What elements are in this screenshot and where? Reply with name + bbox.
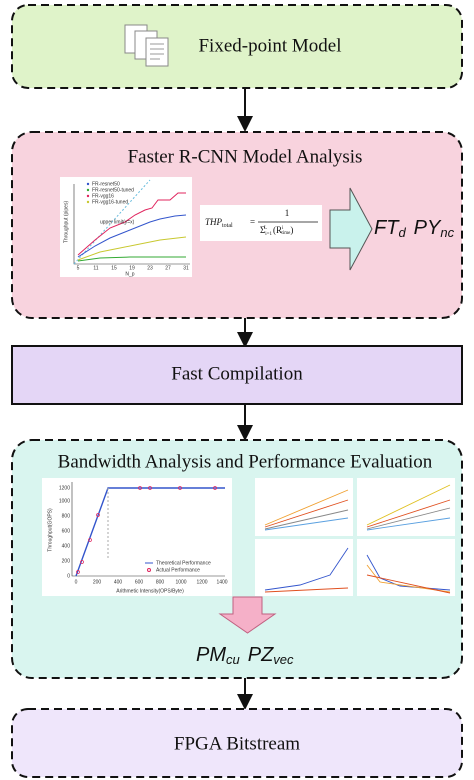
output: PMcu PZvec (196, 644, 294, 667)
x-axis-label: N_p (125, 271, 134, 277)
step-box (11, 345, 463, 405)
x-axis-label: Arithmetic Intensity(OPS/Byte) (116, 588, 184, 594)
x-tick-label: 1200 (196, 579, 207, 585)
x-tick-label: 27 (165, 265, 171, 271)
x-tick-label: 400 (114, 579, 123, 585)
step-title: Fixed-point Model (198, 35, 341, 56)
plot-bg (42, 478, 232, 596)
output-main: PY (414, 217, 442, 239)
y-tick-label: 200 (62, 558, 71, 564)
x-tick-label: 600 (135, 579, 144, 585)
formula-bg (200, 205, 322, 241)
plot: FR-resnet50 FR-resnet50-tuned FR-vgg16 F… (60, 177, 192, 277)
big-arrow (329, 187, 373, 271)
small-plots (255, 478, 455, 596)
step-title: Faster R-CNN Model Analysis (128, 146, 363, 167)
x-tick-label: 31 (183, 265, 189, 271)
output-sub: nc (440, 225, 454, 240)
x-tick-label: 15 (111, 265, 117, 271)
y-axis-label: Throughput(GOPS) (47, 508, 53, 552)
output-main: PZ (248, 644, 274, 666)
x-tick-label: 5 (77, 265, 80, 271)
x-tick-label: 1400 (216, 579, 227, 585)
legend-label: FR-vgg16-tuned (92, 199, 128, 205)
formula-denominator: Σi=1L (Ri time) (260, 225, 293, 237)
formula-lhs: THPtotal (205, 217, 233, 229)
formula-part: ) (290, 225, 293, 235)
x-tick-label: 0 (75, 579, 78, 585)
output-main: PM (196, 644, 226, 666)
step-title: Fast Compilation (171, 363, 303, 384)
roofline-plot: Throughput(GOPS) Arithmetic Intensity(OP… (42, 478, 232, 596)
formula: THPtotal = 1 Σi=1L (Ri time) (200, 205, 322, 241)
x-tick-label: 19 (129, 265, 135, 271)
formula-numerator: 1 (285, 208, 290, 218)
x-tick-label: 11 (93, 265, 98, 271)
formula-part: i=1 (265, 232, 272, 237)
output-sub: cu (226, 652, 240, 667)
output-main: FT (374, 217, 400, 239)
legend-label: Actual Performance (156, 567, 200, 573)
step-box (11, 708, 463, 778)
legend-label: FR-vgg16 (92, 193, 114, 199)
legend-label: FR-resnet50 (92, 181, 120, 187)
legend-label: FR-resnet50-tuned (92, 187, 134, 193)
big-arrow (218, 596, 277, 634)
x-tick-label: 1000 (175, 579, 186, 585)
y-axis-label: Throughput (pipes) (63, 201, 69, 244)
document-icon (124, 24, 169, 67)
formula-part: L (264, 226, 267, 231)
x-tick-label: 200 (93, 579, 102, 585)
output-sub: vec (273, 652, 294, 667)
y-tick-label: 1000 (59, 498, 70, 504)
y-tick-label: 1200 (59, 485, 70, 491)
step-title: FPGA Bitstream (174, 733, 300, 754)
formula-part: Σ (260, 225, 265, 235)
x-tick-label: 23 (147, 265, 153, 271)
legend-label: Theoretical Performance (156, 560, 211, 566)
formula-part: (R (273, 225, 282, 235)
formula-part: time (281, 231, 291, 236)
output: FTd PYnc (374, 217, 455, 240)
output-sub: d (398, 225, 406, 240)
formula-part: i (282, 226, 284, 231)
formula-eq: = (250, 217, 255, 227)
y-tick-label: 0 (67, 573, 70, 579)
y-tick-label: 600 (62, 528, 71, 534)
annotation: upper limit(y=x) (100, 219, 135, 225)
y-tick-label: 800 (62, 513, 71, 519)
step-title: Bandwidth Analysis and Performance Evalu… (58, 451, 433, 472)
x-tick-label: 800 (156, 579, 165, 585)
formula-part: THP (205, 217, 223, 227)
y-tick-label: 400 (62, 543, 71, 549)
formula-part: total (222, 223, 233, 229)
